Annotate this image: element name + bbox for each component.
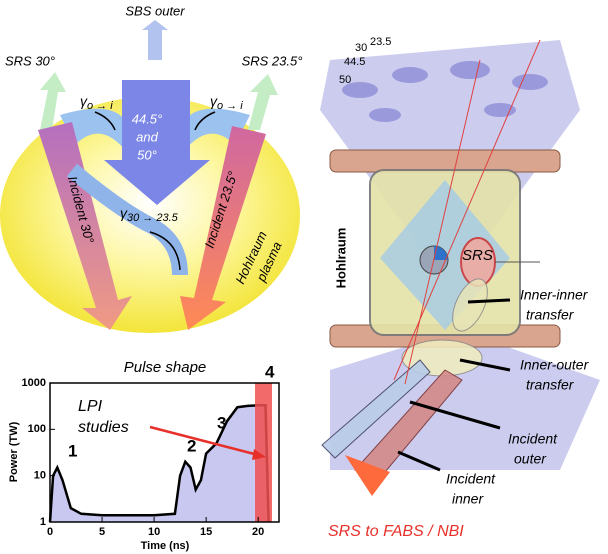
center-arrow [104, 80, 210, 205]
annotation: 3 [217, 413, 226, 432]
incident235-arrow [180, 126, 266, 330]
sbs-arrow [142, 20, 168, 60]
srs235-arrow [248, 74, 278, 130]
cone-label: 23.5 [370, 36, 391, 48]
label: Incident [508, 431, 558, 447]
x-tick-label: 15 [200, 526, 212, 538]
x-tick-label: 0 [47, 526, 53, 538]
line [48, 404, 270, 523]
cone-label: 30 [355, 42, 367, 54]
y-axis-label: Power (TW) [8, 421, 20, 482]
srs30-arrow [40, 72, 66, 130]
annotation: LPI [78, 398, 103, 415]
label: SBS outer [125, 3, 185, 18]
label: Hohlraum [333, 228, 348, 289]
x-tick-label: 5 [99, 526, 105, 538]
y-tick-label: 1 [40, 516, 46, 528]
label: Incident [446, 471, 496, 487]
lpi-window [255, 383, 272, 522]
y-tick-label: 1000 [22, 377, 46, 389]
y-tick-label: 10 [34, 470, 46, 482]
x-tick-label: 20 [252, 526, 264, 538]
cone-label: 44.5 [344, 56, 365, 68]
area [50, 405, 269, 522]
label: and [136, 129, 158, 144]
cone-label: 50 [339, 74, 351, 86]
gamma-right-arrowline [194, 111, 216, 131]
label: Inner-inner [520, 287, 589, 303]
label: 44.5° [132, 111, 163, 126]
label: SRS to FABS / NBI [328, 523, 464, 540]
annotation: 1 [68, 441, 77, 460]
pulse-chart: Pulse shape Time (ns) Power (TW) 1 2 3 4… [8, 359, 280, 552]
chart-title: Pulse shape [124, 359, 207, 376]
label: inner [452, 491, 484, 507]
label: γ30 → 23.5 [120, 205, 179, 224]
label: outer [514, 451, 547, 467]
annotation: 2 [187, 436, 196, 455]
label: SRS [462, 247, 493, 264]
label: 50° [137, 147, 157, 162]
label: transfer [526, 307, 575, 323]
label: SRS 30° [5, 53, 55, 68]
x-axis-label: Time (ns) [141, 540, 190, 552]
plot-frame [49, 382, 280, 523]
label: SRS 23.5° [242, 53, 303, 68]
label: γo → i [80, 93, 113, 112]
label: transfer [526, 377, 575, 393]
label: γo → i [210, 93, 243, 112]
incident30-arrow [38, 122, 132, 330]
gamma-left-arrowline [94, 111, 116, 131]
lpi-diagram: SBS outer SRS 30° SRS 23.5° γo → i γo → … [0, 3, 302, 333]
gamma30-arrowline [149, 231, 181, 271]
lpi-arrow [149, 425, 263, 458]
annotation: studies [78, 419, 129, 436]
x-tick-label: 10 [148, 526, 160, 538]
target-rendering: 50 44.5 30 23.5 Hohlraum SRS Inner-inner… [320, 36, 600, 540]
lpi-arrowhead [252, 449, 266, 460]
annotation: 4 [265, 362, 275, 381]
y-tick-label: 100 [28, 423, 46, 435]
label: Inner-outer [520, 357, 590, 373]
